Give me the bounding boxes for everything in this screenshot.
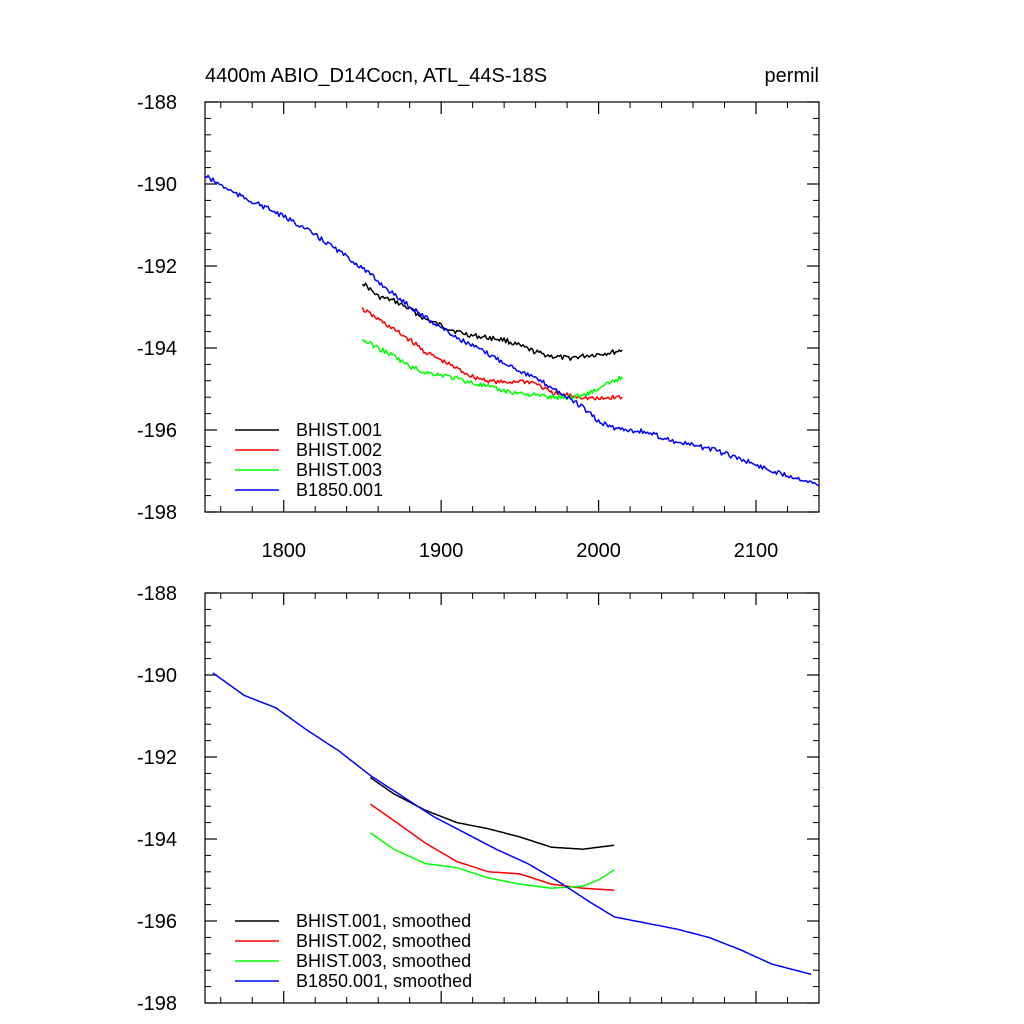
legend-label: BHIST.001 [296,420,382,440]
x-tick-label: 2100 [734,540,779,562]
legend-label: B1850.001 [296,480,383,500]
chart-title: 4400m ABIO_D14Cocn, ATL_44S-18S [205,65,547,87]
units-label: permil [765,65,819,87]
y-tick-label: -194 [137,829,177,851]
legend-label: B1850.001, smoothed [296,971,472,991]
legend-label: BHIST.001, smoothed [296,911,471,931]
y-tick-label: -188 [137,583,177,605]
y-tick-label: -190 [137,665,177,687]
series-line-0 [369,776,615,851]
legend-label: BHIST.003 [296,460,382,480]
y-tick-label: -198 [137,993,177,1015]
y-tick-label: -198 [137,502,177,524]
y-tick-label: -196 [137,911,177,933]
plot-frame [204,592,820,1004]
legend-label: BHIST.003, smoothed [296,951,471,971]
x-tick-label: 1800 [261,540,306,562]
y-tick-label: -196 [137,420,177,442]
plot-frame [204,101,820,513]
series-line-3 [212,672,812,976]
series-line-2 [361,338,623,401]
bottom-panel: -188 -190 -192 -194 -196 -198 BHIST.001, smoot… [137,583,820,1015]
legend-label: BHIST.002, smoothed [296,931,471,951]
series-line-0 [361,282,623,361]
top-panel: -188 -190 -192 -194 -196 -198 1800 1900 2000 2100… [137,65,820,562]
series-line-2 [369,832,615,889]
y-tick-label: -192 [137,747,177,769]
y-tick-label: -192 [137,256,177,278]
y-tick-label: -194 [137,338,177,360]
series-line-3 [204,174,820,487]
y-tick-label: -188 [137,92,177,114]
x-tick-label: 2000 [576,540,621,562]
legend-label: BHIST.002 [296,440,382,460]
x-tick-label: 1900 [419,540,464,562]
y-tick-label: -190 [137,174,177,196]
